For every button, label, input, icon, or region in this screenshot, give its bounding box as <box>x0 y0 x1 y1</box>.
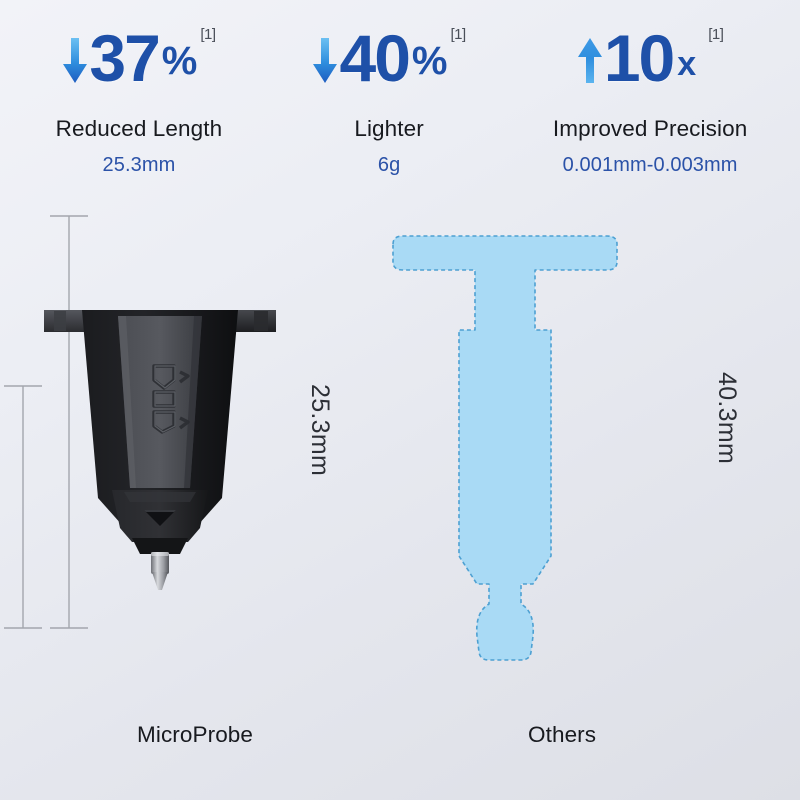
stat-unit: x <box>677 45 697 83</box>
dimension-line-right <box>50 215 89 629</box>
stat-number: 37 <box>89 21 160 95</box>
stat-value: 25.3mm <box>102 154 176 176</box>
caption-others: Others <box>528 722 597 747</box>
stat-unit: % <box>161 39 198 83</box>
caption-microprobe: MicroProbe <box>137 722 254 747</box>
others-device-outline-icon <box>392 235 618 661</box>
stat-footnote-marker: [1] <box>200 26 216 43</box>
stat-headline: 10 x [1] <box>577 24 724 100</box>
captions-row: MicroProbe Others <box>0 722 800 756</box>
arrow-up-icon <box>577 38 602 83</box>
stat-block-improved-precision: 10 x [1] Improved Precision 0.001mm-0.00… <box>500 24 800 177</box>
stat-unit: % <box>411 39 448 83</box>
stat-footnote-marker: [1] <box>708 26 724 43</box>
stats-row: 37 % [1] Reduced Length 25.3mm 40 % [1] <box>0 24 800 204</box>
dimension-label-left: 25.3mm <box>306 384 334 477</box>
microprobe-device-icon <box>44 310 276 590</box>
stat-number: 40 <box>339 21 410 95</box>
stat-value: 0.001mm-0.003mm <box>562 154 738 176</box>
stat-label: Improved Precision <box>552 116 748 141</box>
arrow-down-icon <box>63 38 88 83</box>
stat-headline: 40 % [1] <box>312 21 466 100</box>
stat-number: 10 <box>603 21 675 95</box>
dimension-label-right: 40.3mm <box>713 372 741 465</box>
stat-block-reduced-length: 37 % [1] Reduced Length 25.3mm <box>0 24 278 177</box>
stat-value: 6g <box>377 154 401 176</box>
dimension-line-left <box>4 385 42 629</box>
stat-footnote-marker: [1] <box>450 26 466 43</box>
stat-label: Lighter <box>354 116 424 141</box>
stat-block-lighter: 40 % [1] Lighter 6g <box>278 24 500 177</box>
stat-headline: 37 % [1] <box>62 21 216 100</box>
arrow-down-icon <box>313 38 338 83</box>
stat-label: Reduced Length <box>55 116 223 141</box>
comparison-area: 25.3mm 40.3mm <box>0 212 800 732</box>
